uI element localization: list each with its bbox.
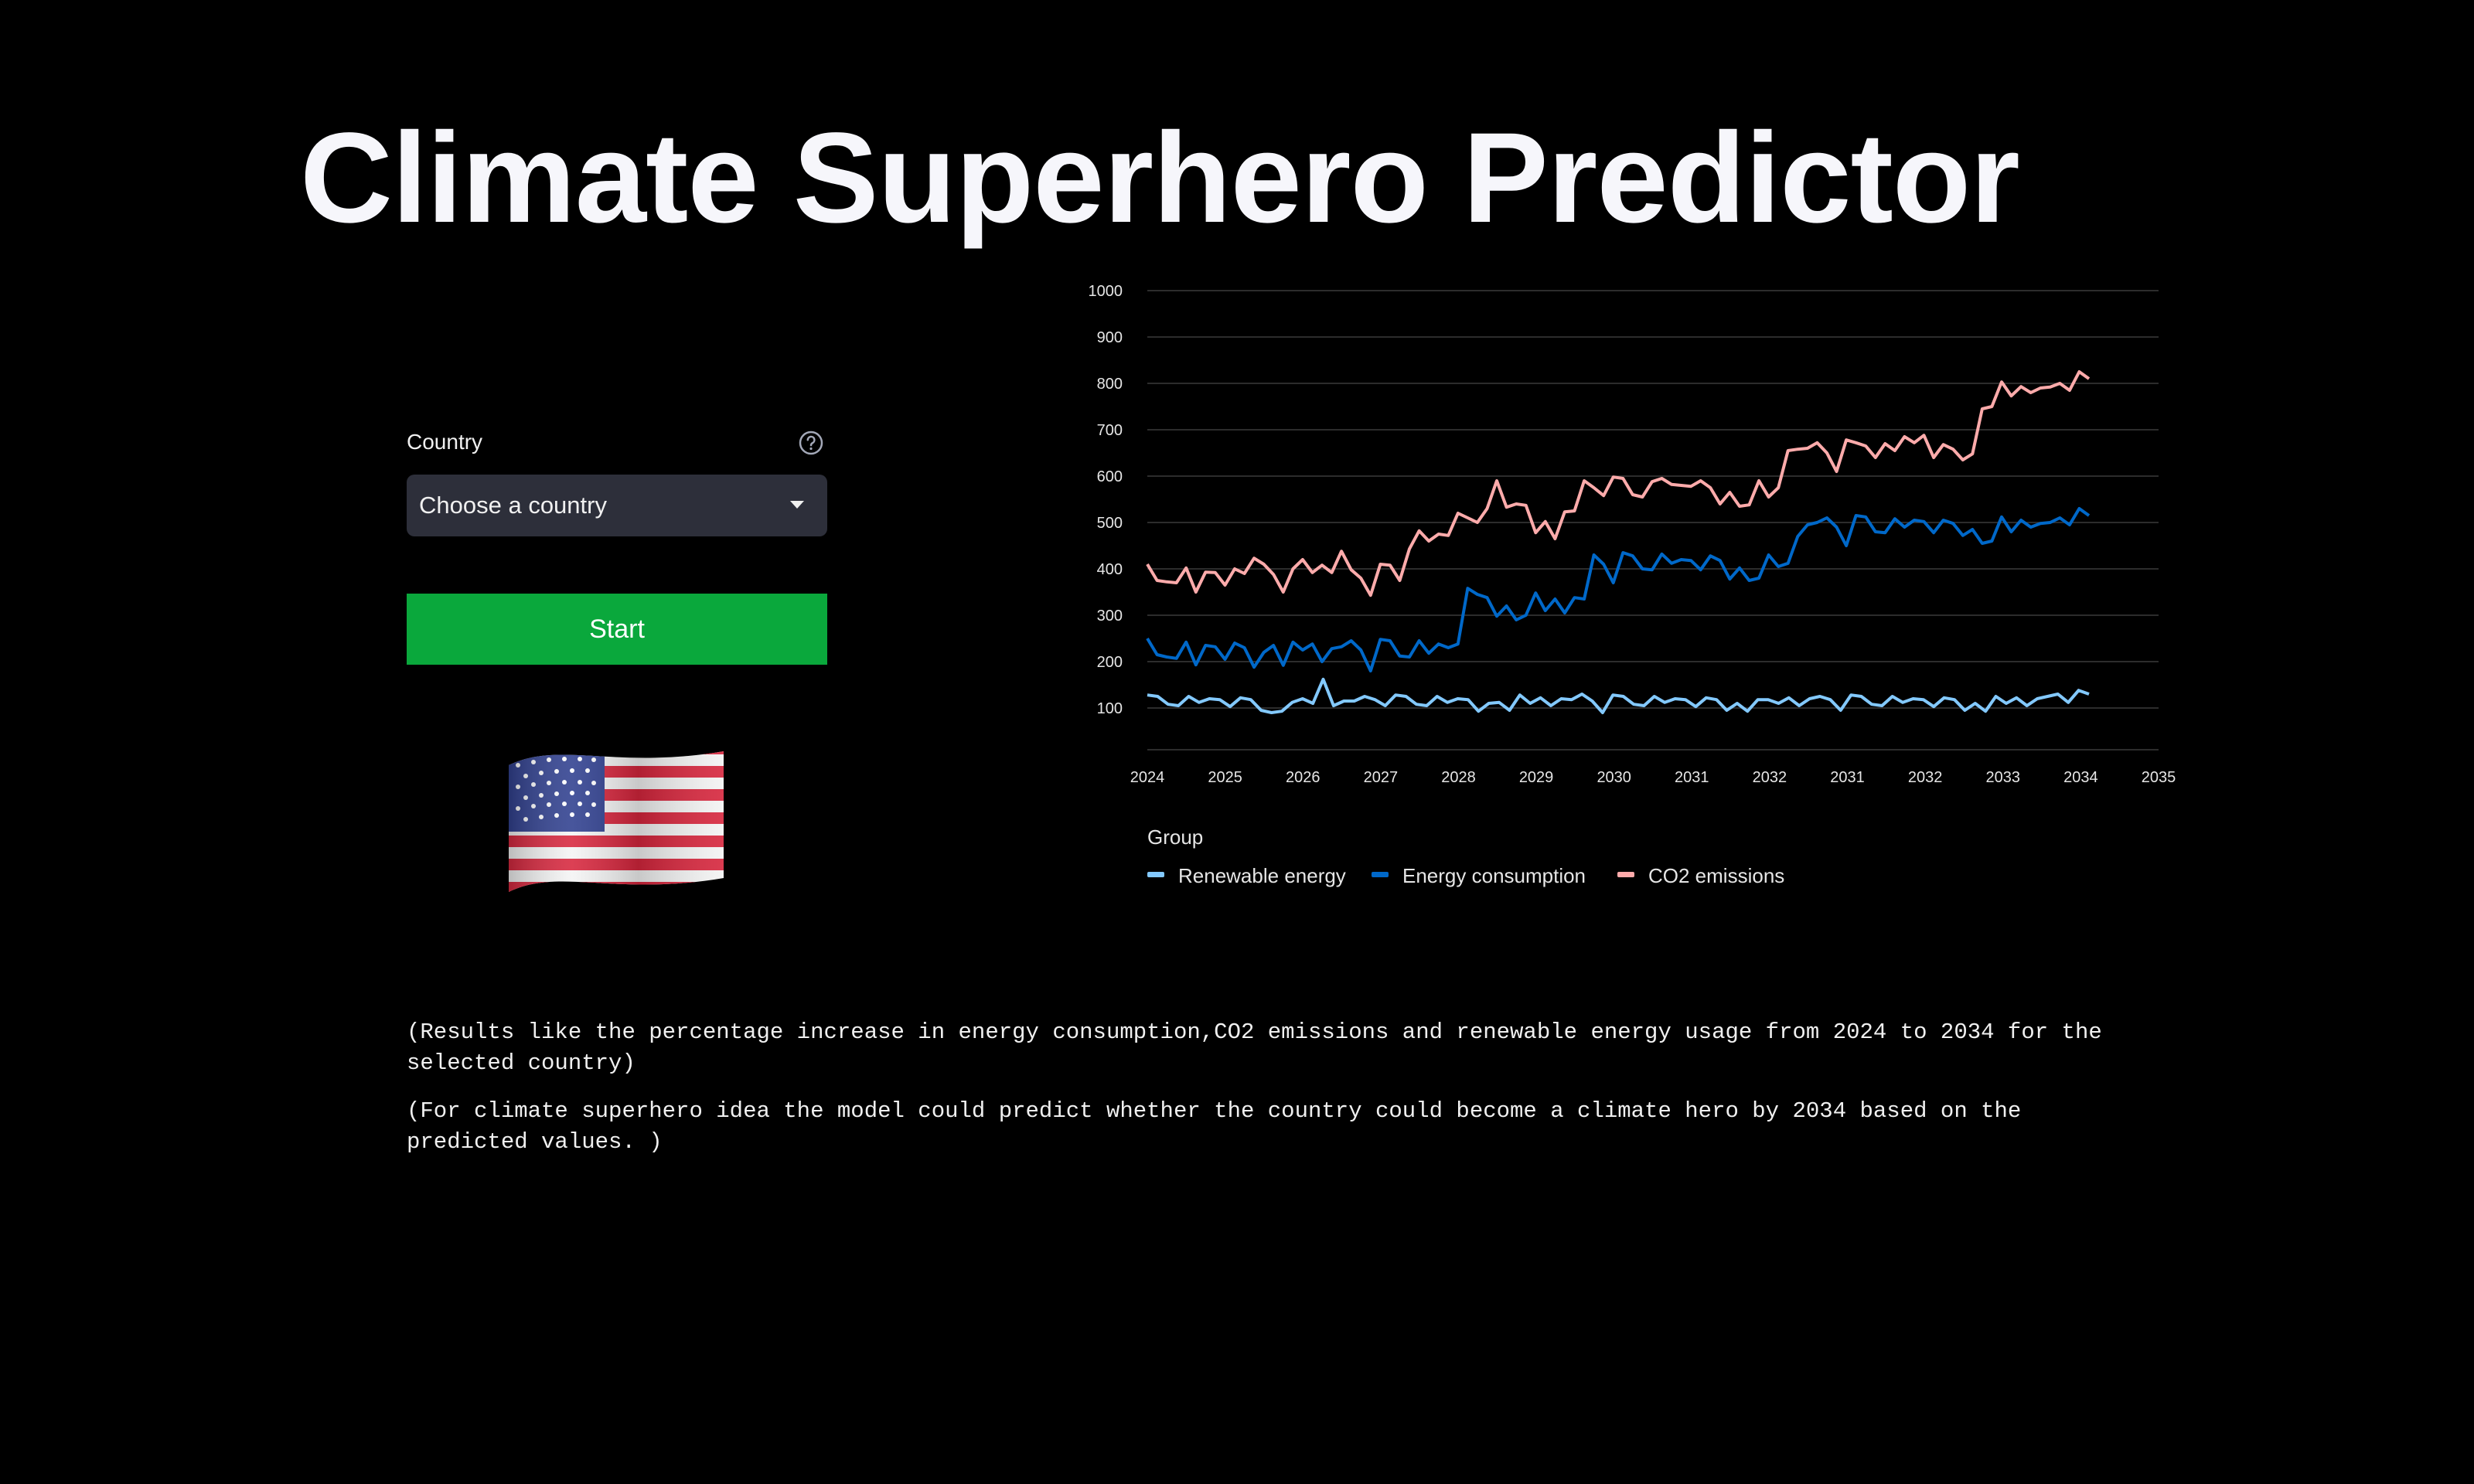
y-tick-label: 900 — [1097, 329, 1123, 346]
x-tick-label: 2035 — [2142, 769, 2176, 786]
y-tick-label: 300 — [1097, 608, 1123, 625]
x-tick-label: 2030 — [1597, 769, 1631, 786]
x-tick-label: 2029 — [1519, 769, 1554, 786]
y-tick-label: 1000 — [1089, 283, 1123, 300]
legend-title: Group — [1147, 825, 1203, 849]
y-tick-label: 700 — [1097, 422, 1123, 439]
x-tick-label: 2034 — [2063, 769, 2098, 786]
legend-item: Renewable energy — [1178, 864, 1346, 887]
series-line-energy-consumption — [1146, 507, 2091, 672]
y-tick-label: 800 — [1097, 376, 1123, 393]
page-title: Climate Superhero Predictor — [300, 107, 2020, 250]
legend-swatch — [1372, 872, 1389, 877]
y-tick-label: 600 — [1097, 468, 1123, 485]
legend-swatch — [1147, 872, 1164, 877]
x-tick-label: 2031 — [1675, 769, 1709, 786]
x-tick-label: 2033 — [1986, 769, 2021, 786]
x-tick-label: 2032 — [1753, 769, 1787, 786]
series-line-renewable-energy — [1147, 677, 2090, 714]
y-tick-label: 200 — [1097, 654, 1123, 671]
series-line-co2-emissions — [1146, 370, 2091, 597]
legend-swatch — [1617, 872, 1634, 877]
line-chart: 100 200 300 400 500 600 700 800 900 1000 2024 2025 2… — [1089, 283, 2176, 887]
question-circle-icon[interactable] — [798, 430, 824, 456]
start-button[interactable]: Start — [407, 594, 827, 665]
y-tick-label: 100 — [1097, 700, 1123, 717]
x-tick-label: 2031 — [1830, 769, 1865, 786]
country-select[interactable]: Choose a country — [407, 475, 827, 536]
results-line-2: (For climate superhero idea the model co… — [407, 1098, 2022, 1155]
results-text: (Results like the percentage increase in… — [407, 1017, 2108, 1175]
results-line-1: (Results like the percentage increase in… — [407, 1019, 2102, 1076]
x-tick-label: 2032 — [1908, 769, 1943, 786]
y-tick-label: 500 — [1097, 515, 1123, 532]
chevron-down-icon — [790, 501, 804, 509]
legend-item: Energy consumption — [1402, 864, 1586, 887]
y-tick-label: 400 — [1097, 561, 1123, 578]
country-select-placeholder: Choose a country — [419, 492, 607, 519]
x-tick-label: 2024 — [1130, 769, 1165, 786]
x-tick-label: 2027 — [1364, 769, 1399, 786]
x-tick-label: 2028 — [1441, 769, 1476, 786]
us-flag-icon — [509, 751, 724, 892]
legend-item: CO2 emissions — [1648, 864, 1784, 887]
country-label: Country — [407, 430, 483, 454]
x-tick-label: 2026 — [1286, 769, 1320, 786]
x-tick-label: 2025 — [1208, 769, 1242, 786]
